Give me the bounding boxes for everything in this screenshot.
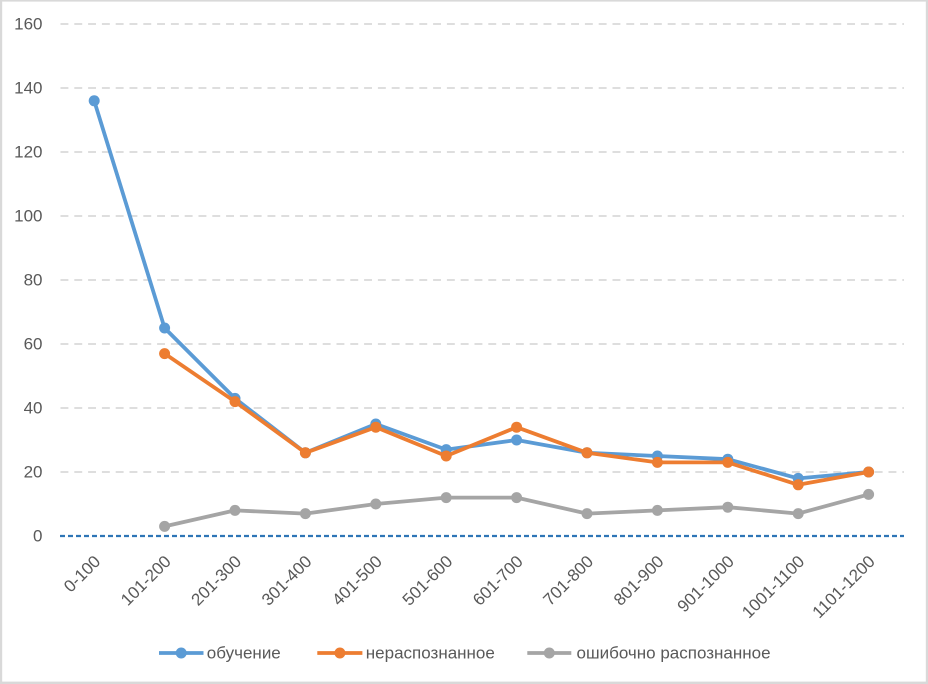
svg-text:ошибочно распознанное: ошибочно распознанное: [577, 643, 771, 662]
svg-text:обучение: обучение: [207, 643, 281, 662]
svg-text:100: 100: [14, 207, 42, 226]
svg-text:40: 40: [24, 399, 43, 418]
svg-text:нераспознанное: нераспознанное: [366, 643, 495, 662]
svg-text:120: 120: [14, 143, 42, 162]
svg-text:80: 80: [24, 271, 43, 290]
svg-text:140: 140: [14, 79, 42, 98]
svg-text:60: 60: [24, 335, 43, 354]
svg-text:20: 20: [24, 463, 43, 482]
svg-text:0: 0: [33, 527, 42, 546]
svg-text:160: 160: [14, 15, 42, 34]
